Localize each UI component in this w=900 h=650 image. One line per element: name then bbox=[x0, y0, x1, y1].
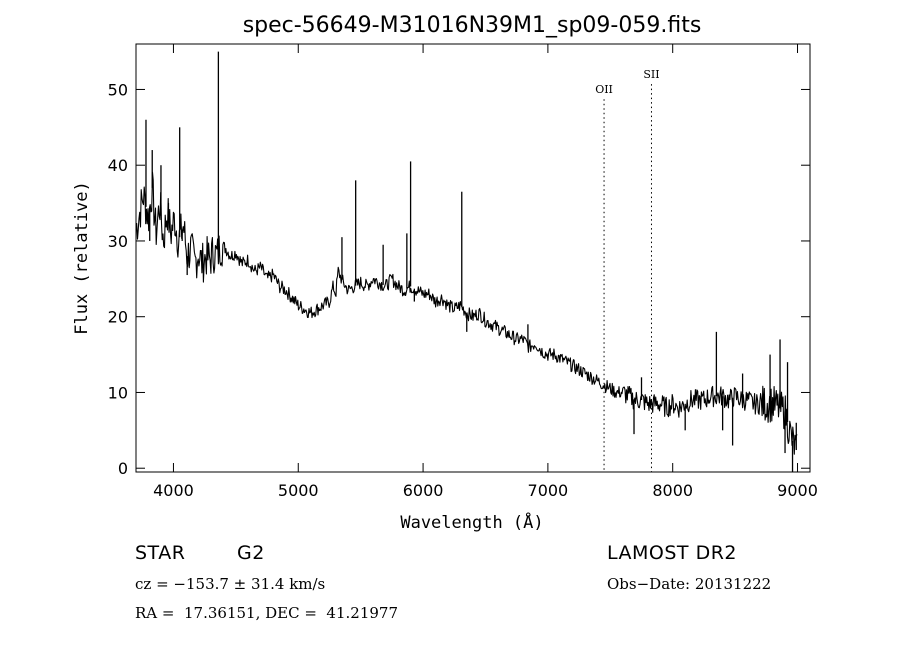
object-subclass: G2 bbox=[237, 542, 265, 564]
tick-labels: 4000 5000 6000 7000 8000 9000 0 10 20 30 40 50 bbox=[108, 80, 818, 500]
axis-ticks bbox=[136, 44, 810, 472]
plot-frame bbox=[135, 43, 811, 473]
annotation-label: OII bbox=[595, 83, 613, 96]
x-axis-label: Wavelength (Å) bbox=[400, 511, 543, 533]
survey-name: LAMOST DR2 bbox=[607, 542, 737, 564]
y-tick-label: 30 bbox=[108, 232, 128, 251]
y-tick-label: 10 bbox=[108, 383, 128, 402]
y-tick-label: 0 bbox=[118, 459, 128, 478]
y-axis-label: Flux (relative) bbox=[72, 181, 92, 335]
redshift-velocity: cz = −153.7 ± 31.4 km/s bbox=[135, 575, 326, 593]
chart-title: spec-56649-M31016N39M1_sp09-059.fits bbox=[243, 13, 702, 38]
spectrum-spikes bbox=[145, 51, 797, 472]
annotation-label: SII bbox=[643, 68, 659, 81]
x-tick-label: 9000 bbox=[777, 481, 818, 500]
object-class: STAR bbox=[135, 542, 186, 564]
observation-date: Obs−Date: 20131222 bbox=[607, 575, 772, 593]
x-tick-label: 7000 bbox=[528, 481, 569, 500]
line-annotations: OII SII bbox=[595, 68, 660, 472]
x-tick-label: 8000 bbox=[652, 481, 693, 500]
y-tick-label: 50 bbox=[108, 80, 128, 99]
x-tick-label: 5000 bbox=[278, 481, 319, 500]
x-tick-label: 6000 bbox=[403, 481, 444, 500]
y-tick-label: 40 bbox=[108, 156, 128, 175]
x-tick-label: 4000 bbox=[153, 481, 194, 500]
coordinates: RA = 17.36151, DEC = 41.21977 bbox=[135, 604, 399, 622]
y-tick-label: 20 bbox=[108, 308, 128, 327]
